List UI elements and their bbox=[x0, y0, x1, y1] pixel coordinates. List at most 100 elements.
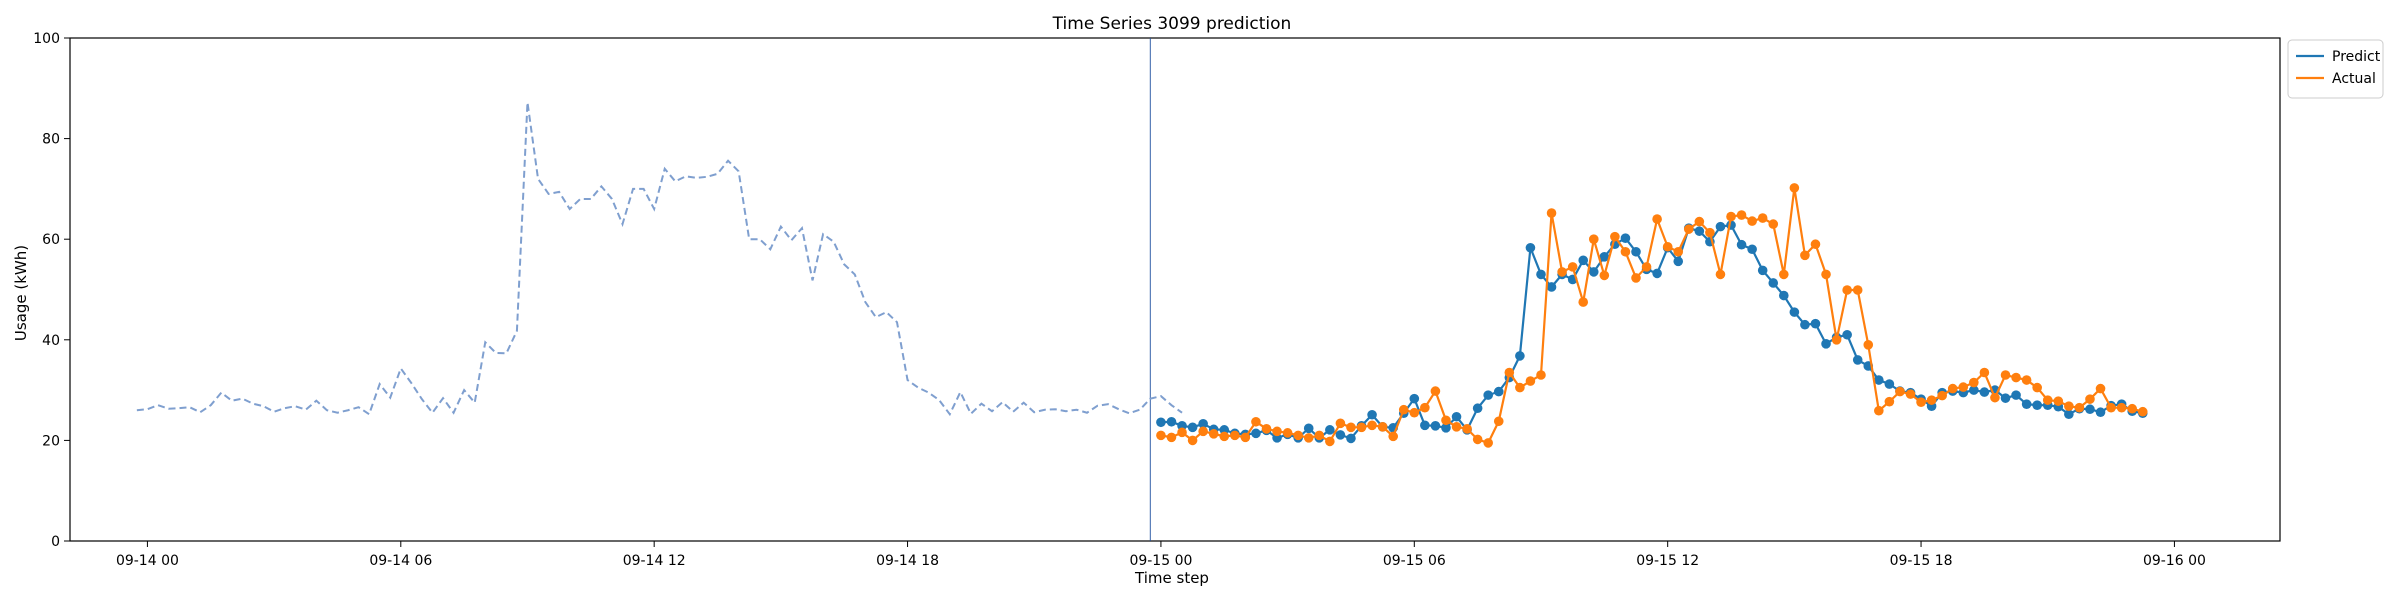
data-point bbox=[1536, 269, 1546, 280]
data-point bbox=[1652, 214, 1662, 224]
data-point bbox=[1198, 419, 1208, 429]
data-point bbox=[1462, 424, 1472, 434]
x-axis-label: Time step bbox=[1134, 569, 1209, 587]
data-point bbox=[1821, 339, 1831, 349]
x-tick-label: 09-15 00 bbox=[1129, 553, 1192, 569]
data-point bbox=[1430, 421, 1441, 431]
data-point bbox=[1768, 219, 1779, 229]
x-tick-label: 09-15 18 bbox=[1890, 553, 1953, 569]
data-point bbox=[1662, 241, 1673, 252]
data-point bbox=[1895, 386, 1905, 397]
data-point bbox=[1683, 224, 1694, 234]
data-point bbox=[1251, 416, 1261, 427]
data-point bbox=[1599, 252, 1610, 262]
data-point bbox=[1916, 397, 1926, 407]
data-point bbox=[1863, 340, 1874, 350]
data-point bbox=[2011, 390, 2021, 400]
data-point bbox=[2106, 402, 2116, 413]
data-point bbox=[1219, 431, 1230, 442]
data-point bbox=[1272, 426, 1282, 437]
data-point bbox=[1525, 376, 1536, 386]
data-point bbox=[1620, 233, 1631, 243]
data-point bbox=[1969, 385, 1979, 395]
data-point bbox=[1515, 382, 1525, 393]
data-point bbox=[2000, 370, 2011, 380]
data-point bbox=[1166, 416, 1177, 427]
x-tick-label: 09-16 00 bbox=[2143, 553, 2206, 569]
data-point bbox=[1156, 430, 1166, 441]
data-point bbox=[1747, 216, 1757, 226]
y-axis: 0 20 40 60 80 100 bbox=[33, 31, 70, 550]
data-point bbox=[2011, 372, 2021, 383]
data-point bbox=[2095, 383, 2106, 394]
data-point bbox=[1852, 285, 1863, 295]
y-tick-label: 80 bbox=[42, 132, 60, 148]
history-line bbox=[136, 102, 1183, 417]
data-point bbox=[1641, 262, 1652, 272]
data-point bbox=[1884, 379, 1895, 389]
legend-label: Predict bbox=[2332, 49, 2381, 65]
data-point bbox=[1335, 430, 1346, 440]
data-point bbox=[2032, 382, 2042, 393]
data-point bbox=[1958, 382, 1969, 392]
data-point bbox=[1810, 239, 1821, 250]
data-point bbox=[1789, 183, 1800, 193]
data-point bbox=[1694, 216, 1705, 227]
data-point bbox=[1884, 396, 1895, 407]
data-point bbox=[2064, 401, 2074, 411]
series-actual bbox=[1156, 183, 2148, 448]
y-tick-label: 60 bbox=[42, 232, 60, 248]
data-point bbox=[1736, 210, 1747, 220]
x-axis: 09-14 00 09-14 06 09-14 12 09-14 18 09-15 00… bbox=[116, 541, 2206, 569]
data-point bbox=[1525, 242, 1536, 253]
data-point bbox=[1251, 428, 1261, 439]
data-point bbox=[1694, 226, 1705, 236]
data-point bbox=[1673, 246, 1684, 257]
data-point bbox=[1451, 422, 1462, 432]
data-point bbox=[1578, 297, 1589, 307]
x-tick-label: 09-14 12 bbox=[623, 553, 686, 569]
legend-item-actual: Actual bbox=[2296, 71, 2376, 87]
data-point bbox=[1631, 273, 1641, 283]
data-point bbox=[1726, 211, 1736, 222]
data-point bbox=[1230, 430, 1240, 441]
series-predict bbox=[1156, 220, 2148, 444]
data-point bbox=[1420, 402, 1430, 413]
data-point bbox=[1472, 403, 1483, 414]
x-tick-label: 09-15 06 bbox=[1383, 553, 1446, 569]
data-point bbox=[1198, 426, 1208, 437]
data-point bbox=[1398, 404, 1409, 415]
data-point bbox=[1715, 221, 1726, 232]
data-point bbox=[1388, 431, 1398, 442]
data-point bbox=[1156, 417, 1166, 428]
data-point bbox=[1990, 392, 2000, 403]
data-point bbox=[2053, 396, 2064, 406]
data-point bbox=[1483, 390, 1494, 400]
x-tick-label: 09-14 06 bbox=[369, 553, 432, 569]
data-point bbox=[1325, 436, 1335, 447]
data-point bbox=[2021, 375, 2032, 385]
data-point bbox=[1905, 389, 1916, 399]
data-point bbox=[1715, 269, 1726, 280]
data-point bbox=[1377, 422, 1388, 432]
data-point bbox=[1588, 234, 1599, 244]
data-point bbox=[1166, 432, 1177, 443]
data-point bbox=[1420, 420, 1430, 431]
data-point bbox=[1504, 367, 1515, 378]
data-point bbox=[1240, 432, 1251, 443]
data-point bbox=[1367, 409, 1377, 420]
data-point bbox=[1821, 269, 1831, 280]
data-point bbox=[1546, 208, 1557, 218]
data-point bbox=[1578, 255, 1589, 266]
data-point bbox=[1536, 370, 1546, 380]
data-point bbox=[1546, 282, 1557, 292]
data-point bbox=[2021, 399, 2032, 409]
data-point bbox=[1441, 415, 1451, 426]
y-tick-label: 0 bbox=[51, 534, 60, 550]
data-point bbox=[1947, 383, 1958, 394]
data-point bbox=[1325, 425, 1335, 435]
series-line bbox=[1160, 223, 2143, 440]
data-point bbox=[1409, 407, 1420, 418]
x-tick-label: 09-14 00 bbox=[116, 553, 179, 569]
data-point bbox=[2116, 402, 2127, 413]
